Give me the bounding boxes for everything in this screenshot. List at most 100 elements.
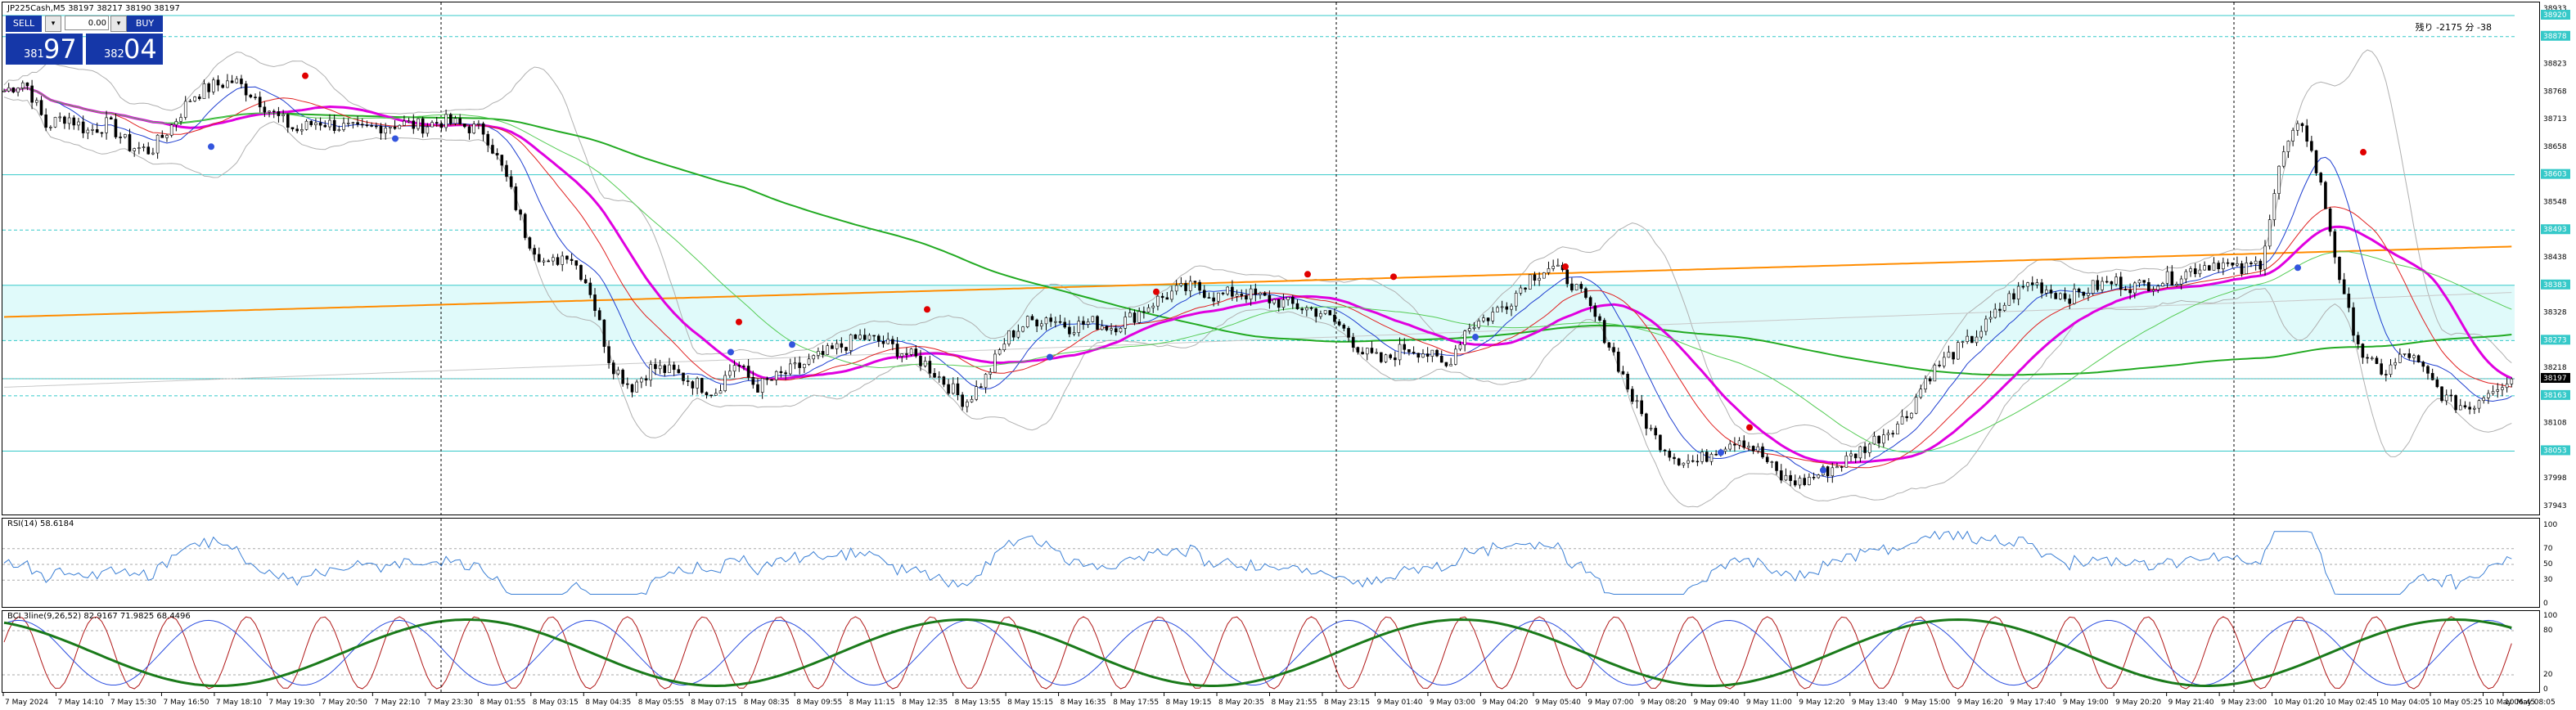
blue-signal-dot <box>392 135 399 142</box>
sell-button[interactable]: SELL <box>6 16 42 32</box>
candle-body <box>249 94 253 97</box>
time-tick-label: 10 May 02:45 <box>2326 699 2377 707</box>
time-tick-label: 8 May 15:15 <box>1007 699 1053 707</box>
candle-body <box>905 353 908 355</box>
candle-body <box>2054 293 2057 299</box>
stochastic-indicator-pane[interactable]: BCI 3line(9,26,52) 82.9167 71.9825 68.44… <box>2 610 2541 694</box>
candle-body <box>1063 321 1067 328</box>
buy-price-quote[interactable]: 382 04 <box>86 34 163 65</box>
candle-body <box>384 128 387 134</box>
buy-button[interactable]: BUY <box>127 16 163 32</box>
candle-body <box>398 124 402 129</box>
candle-body <box>528 237 532 249</box>
candle-body <box>1091 316 1095 322</box>
sell-price-quote[interactable]: 381 97 <box>6 34 83 65</box>
main-price-chart[interactable]: JP225Cash,M5 38197 38217 38190 38197 残り … <box>2 2 2541 516</box>
candle-body <box>1281 299 1286 308</box>
stochastic-canvas[interactable] <box>2 611 2541 694</box>
candle-body <box>1351 337 1355 348</box>
candle-body <box>1217 292 1220 302</box>
price-chart-canvas[interactable] <box>2 2 2541 516</box>
rsi-tick-label: 30 <box>2543 576 2553 584</box>
candle-body <box>2394 362 2397 366</box>
candle-body <box>2222 262 2225 270</box>
candle-body <box>942 376 946 385</box>
candle-body <box>495 153 499 155</box>
candle-body <box>1659 434 1662 451</box>
price-tag-label: 38920 <box>2543 11 2567 20</box>
rsi-canvas[interactable] <box>2 519 2541 609</box>
candle-body <box>751 377 755 385</box>
candle-body <box>1742 440 1746 448</box>
candle-body <box>407 120 411 123</box>
candle-body <box>403 120 406 126</box>
lot-size-input[interactable]: 0.00 <box>65 16 109 30</box>
candle-body <box>2398 353 2402 363</box>
price-tag <box>2541 389 2570 400</box>
time-tick-label: 7 May 15:30 <box>110 699 156 707</box>
candle-body <box>1803 478 1806 485</box>
candle-body <box>2063 293 2067 299</box>
time-tick-label: 9 May 08:20 <box>1641 699 1687 707</box>
candle-body <box>2035 282 2039 285</box>
candle-body <box>34 100 38 103</box>
candle-body <box>2179 278 2183 285</box>
candle-body <box>1245 295 1248 300</box>
candle-body <box>2016 285 2020 300</box>
candle-body <box>202 83 206 99</box>
candle-body <box>133 148 136 151</box>
candle-body <box>1030 316 1034 321</box>
candle-body <box>444 114 448 128</box>
candle-body <box>1631 389 1634 402</box>
candle-body <box>2040 282 2043 294</box>
candle-body <box>1728 443 1732 450</box>
candle-body <box>1044 317 1048 325</box>
price-tag-label: 38197 <box>2543 375 2567 383</box>
candle-body <box>989 371 993 375</box>
candle-body <box>1016 330 1020 338</box>
time-tick-label: 7 May 19:30 <box>268 699 314 707</box>
candle-body <box>1240 294 1244 296</box>
candle-body <box>1677 458 1681 465</box>
candle-body <box>2236 263 2239 266</box>
candle-body <box>570 258 574 261</box>
candle-body <box>2342 279 2346 294</box>
candle-body <box>672 364 676 371</box>
candle-body <box>421 118 425 134</box>
candle-body <box>760 378 764 393</box>
candle-body <box>1072 332 1076 335</box>
time-tick-label: 8 May 08:35 <box>744 699 790 707</box>
candle-body <box>1384 354 1388 362</box>
candle-body <box>1696 461 1700 463</box>
candle-body <box>1337 321 1341 326</box>
candle-body <box>886 339 889 344</box>
candle-body <box>346 123 350 124</box>
rsi-indicator-pane[interactable]: RSI(14) 58.6184 <box>2 518 2541 609</box>
candle-body <box>1612 347 1615 353</box>
candle-body <box>155 134 160 154</box>
candle-body <box>2068 299 2072 304</box>
candle-body <box>1416 353 1421 358</box>
candle-body <box>1817 474 1821 479</box>
price-tag-label: 38878 <box>2543 33 2567 41</box>
magenta-ma <box>3 86 2512 465</box>
buy-price-big: 04 <box>124 34 157 65</box>
candle-body <box>226 80 229 88</box>
bollinger-upper <box>3 49 2512 447</box>
candle-body <box>1124 317 1127 329</box>
lot-increase-dropdown[interactable]: ▾ <box>110 16 127 32</box>
price-tag <box>2541 335 2570 345</box>
candle-body <box>1086 321 1090 325</box>
candle-body <box>1472 326 1476 329</box>
candle-body <box>1853 453 1858 459</box>
sell-price-small: 381 <box>24 48 44 61</box>
blue-signal-dot <box>1820 466 1826 474</box>
candle-body <box>1477 320 1481 328</box>
candle-body <box>254 97 257 98</box>
candle-body <box>1784 474 1788 481</box>
candle-body <box>2421 362 2425 367</box>
candle-body <box>2403 353 2407 355</box>
candle-body <box>2272 193 2277 220</box>
candle-body <box>1924 378 1927 390</box>
lot-decrease-dropdown[interactable]: ▾ <box>45 16 61 32</box>
